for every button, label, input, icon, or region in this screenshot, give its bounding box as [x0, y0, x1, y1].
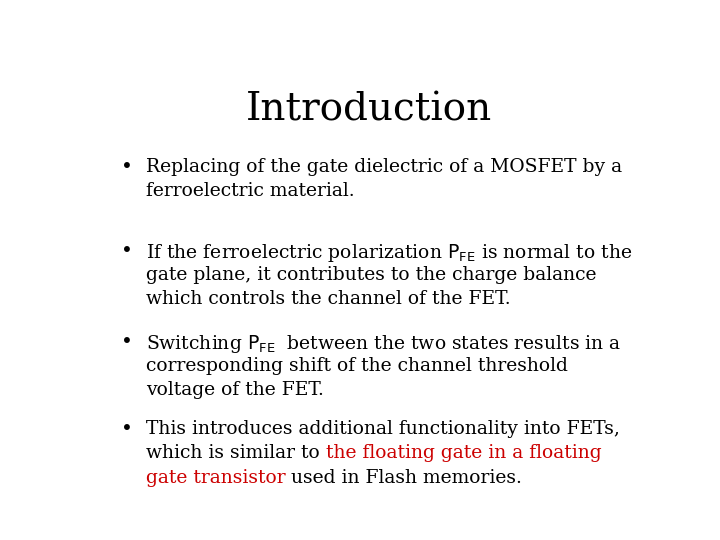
- Text: gate plane, it contributes to the charge balance: gate plane, it contributes to the charge…: [145, 266, 596, 284]
- Text: •: •: [121, 158, 132, 177]
- Text: If the ferroelectric polarization $\mathrm{P_{FE}}$ is normal to the: If the ferroelectric polarization $\math…: [145, 241, 632, 264]
- Text: the floating gate in a floating: the floating gate in a floating: [325, 444, 601, 462]
- Text: voltage of the FET.: voltage of the FET.: [145, 381, 324, 399]
- Text: corresponding shift of the channel threshold: corresponding shift of the channel thres…: [145, 357, 567, 375]
- Text: This introduces additional functionality into FETs,: This introduces additional functionality…: [145, 420, 620, 438]
- Text: Switching $\mathrm{P_{FE}}$  between the two states results in a: Switching $\mathrm{P_{FE}}$ between the …: [145, 333, 621, 355]
- Text: which is similar to: which is similar to: [145, 444, 325, 462]
- Text: used in Flash memories.: used in Flash memories.: [285, 469, 522, 487]
- Text: •: •: [121, 420, 132, 440]
- Text: Replacing of the gate dielectric of a MOSFET by a: Replacing of the gate dielectric of a MO…: [145, 158, 622, 177]
- Text: Introduction: Introduction: [246, 92, 492, 129]
- Text: which controls the channel of the FET.: which controls the channel of the FET.: [145, 290, 510, 308]
- Text: •: •: [121, 241, 132, 260]
- Text: •: •: [121, 333, 132, 352]
- Text: gate transistor: gate transistor: [145, 469, 285, 487]
- Text: ferroelectric material.: ferroelectric material.: [145, 183, 354, 200]
